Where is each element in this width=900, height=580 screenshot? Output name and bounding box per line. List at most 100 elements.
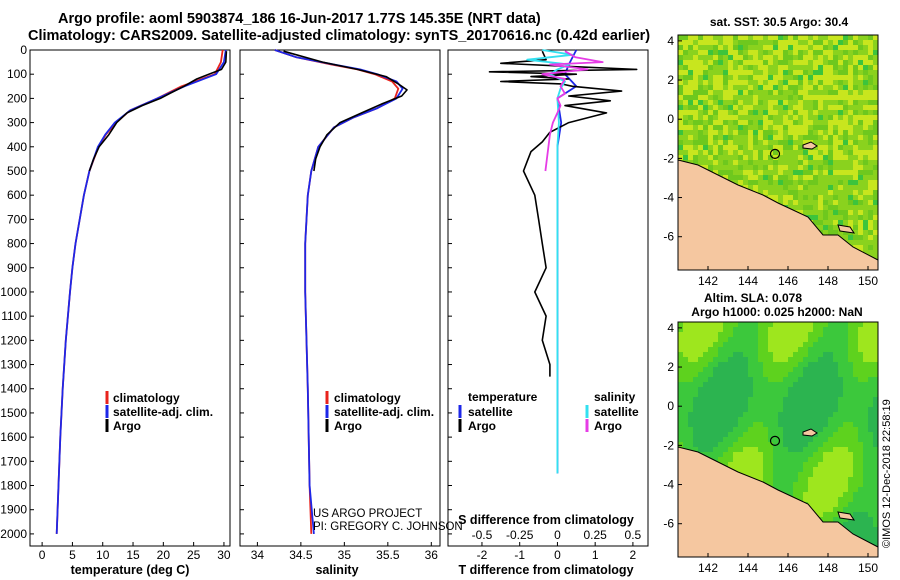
map-cell: [823, 397, 828, 402]
map-cell: [828, 150, 833, 155]
map-cell: [838, 517, 843, 522]
map-cell: [853, 185, 858, 190]
series-s-satellite: [526, 49, 574, 474]
map-cell: [778, 175, 783, 180]
map-cell: [788, 442, 793, 447]
map-cell: [698, 105, 703, 110]
map-cell: [743, 327, 748, 332]
map-cell: [788, 472, 793, 477]
map-cell: [698, 417, 703, 422]
map-cell: [858, 442, 863, 447]
map-cell: [793, 140, 798, 145]
map-cell: [768, 467, 773, 472]
map-cell: [778, 70, 783, 75]
map-cell: [873, 507, 878, 512]
map-cell: [788, 402, 793, 407]
map-cell: [868, 422, 873, 427]
map-cell: [813, 70, 818, 75]
map-cell: [738, 322, 743, 327]
map-cell: [793, 347, 798, 352]
map-cell: [783, 392, 788, 397]
map-cell: [758, 190, 763, 195]
map-cell: [688, 322, 693, 327]
map-cell: [758, 367, 763, 372]
map-cell: [803, 417, 808, 422]
map-cell: [808, 352, 813, 357]
map-cell: [753, 65, 758, 70]
map-cell: [763, 377, 768, 382]
map-cell: [848, 205, 853, 210]
map-cell: [818, 195, 823, 200]
map-cell: [788, 357, 793, 362]
map-cell: [843, 462, 848, 467]
map-cell: [723, 342, 728, 347]
map-cell: [863, 342, 868, 347]
map-cell: [833, 402, 838, 407]
map-cell: [703, 135, 708, 140]
map-cell: [803, 70, 808, 75]
map-y-tick-label: -4: [663, 191, 674, 205]
map-cell: [788, 477, 793, 482]
map-cell: [748, 135, 753, 140]
map-cell: [758, 362, 763, 367]
map-cell: [773, 195, 778, 200]
map-cell: [698, 120, 703, 125]
map-cell: [818, 487, 823, 492]
map-cell: [703, 387, 708, 392]
sla-map-title-2: Argo h1000: 0.025 h2000: NaN: [691, 305, 862, 319]
map-cell: [753, 110, 758, 115]
map-cell: [803, 367, 808, 372]
map-cell: [733, 382, 738, 387]
map-cell: [823, 175, 828, 180]
map-cell: [738, 115, 743, 120]
map-cell: [703, 402, 708, 407]
map-cell: [723, 462, 728, 467]
map-cell: [813, 367, 818, 372]
map-cell: [823, 442, 828, 447]
map-cell: [708, 367, 713, 372]
map-cell: [813, 402, 818, 407]
map-cell: [833, 180, 838, 185]
salinity-panel: [239, 49, 441, 547]
map-cell: [828, 220, 833, 225]
map-cell: [683, 392, 688, 397]
map-cell: [758, 392, 763, 397]
map-cell: [803, 40, 808, 45]
map-cell: [678, 347, 683, 352]
y-tick-label: 500: [7, 164, 27, 178]
map-cell: [768, 90, 773, 95]
map-cell: [753, 115, 758, 120]
map-cell: [753, 352, 758, 357]
map-cell: [843, 135, 848, 140]
map-cell: [843, 352, 848, 357]
map-cell: [748, 45, 753, 50]
map-cell: [838, 482, 843, 487]
map-cell: [718, 95, 723, 100]
map-cell: [763, 347, 768, 352]
map-cell: [868, 367, 873, 372]
map-cell: [718, 332, 723, 337]
map-cell: [813, 322, 818, 327]
map-cell: [808, 70, 813, 75]
map-cell: [708, 160, 713, 165]
map-cell: [853, 245, 858, 250]
map-cell: [708, 337, 713, 342]
map-cell: [838, 497, 843, 502]
map-cell: [793, 472, 798, 477]
map-cell: [728, 170, 733, 175]
map-cell: [838, 422, 843, 427]
map-cell: [803, 322, 808, 327]
map-cell: [858, 205, 863, 210]
map-cell: [723, 337, 728, 342]
map-cell: [808, 422, 813, 427]
map-cell: [753, 362, 758, 367]
map-cell: [788, 362, 793, 367]
map-cell: [818, 407, 823, 412]
map-cell: [828, 472, 833, 477]
y-tick-label: 400: [7, 140, 27, 154]
map-cell: [863, 477, 868, 482]
map-cell: [858, 522, 863, 527]
map-cell: [853, 210, 858, 215]
map-cell: [793, 85, 798, 90]
map-cell: [858, 407, 863, 412]
